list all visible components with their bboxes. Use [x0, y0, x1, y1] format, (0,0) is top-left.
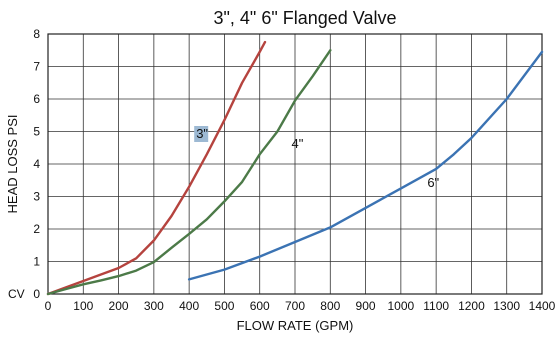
series-line-1: [46, 49, 332, 296]
x-tick-label: 100: [73, 299, 93, 313]
grid: [47, 33, 543, 295]
series-layer: 3" 4" 6": [46, 40, 544, 296]
x-tick-label: 700: [285, 299, 305, 313]
series-line-2: [187, 50, 544, 281]
x-axis-title: FLOW RATE (GPM): [237, 318, 354, 333]
plot-frame: [47, 33, 543, 295]
y-axis-title: HEAD LOSS PSI: [5, 115, 20, 214]
x-tick-label: 200: [109, 299, 129, 313]
y-tick-label: 8: [33, 27, 40, 41]
x-tick-label: 1400: [529, 299, 556, 313]
y-tick-label: 2: [33, 222, 40, 236]
x-tick-label: 1300: [493, 299, 520, 313]
x-tick-label: 1100: [423, 299, 449, 313]
series-label-1: 4": [291, 136, 303, 151]
y-tick-label: 7: [33, 60, 40, 74]
x-tick-label: 500: [214, 299, 234, 313]
y-tick-label: 0: [33, 287, 40, 301]
x-tick-label: 900: [356, 299, 376, 313]
x-tick-label: 400: [179, 299, 199, 313]
x-tick-label: 600: [250, 299, 270, 313]
y-tick-label: 4: [33, 157, 40, 171]
tick-labels: 0 100 200 300 400 500 600 700 800 900 1000 1100 1200…: [33, 27, 555, 313]
y-tick-label: 6: [33, 92, 40, 106]
chart-title: 3", 4" 6" Flanged Valve: [214, 8, 397, 28]
series-label-2: 6": [427, 175, 439, 190]
x-tick-label: 800: [320, 299, 340, 313]
series-label-0: 3": [196, 126, 208, 141]
y-tick-label: 3: [33, 190, 40, 204]
x-tick-label: 300: [144, 299, 164, 313]
series-label-highlight: [194, 126, 209, 142]
series-line-0: [46, 40, 267, 296]
y-tick-label: 1: [33, 255, 40, 269]
x-tick-label: 1000: [388, 299, 415, 313]
y-tick-label: 5: [33, 125, 40, 139]
x-tick-label: 0: [45, 299, 52, 313]
x-tick-label: 1200: [458, 299, 485, 313]
cv-label: CV: [8, 287, 25, 301]
